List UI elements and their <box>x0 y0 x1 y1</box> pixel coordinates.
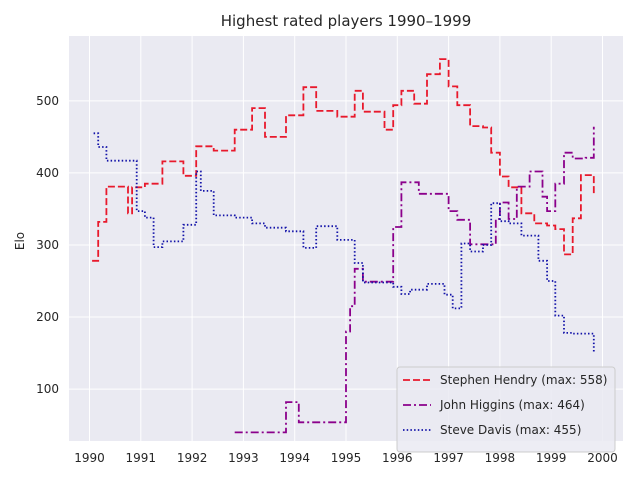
y-axis-label: Elo <box>13 232 27 250</box>
y-tick-label: 200 <box>36 310 59 324</box>
x-tick-label: 1998 <box>485 451 516 465</box>
legend-label-1: John Higgins (max: 464) <box>439 398 585 412</box>
legend-box <box>396 366 616 453</box>
x-tick-label: 1991 <box>126 451 157 465</box>
x-tick-label: 1994 <box>279 451 310 465</box>
legend-label-2: Steve Davis (max: 455) <box>440 423 581 437</box>
x-tick-label: 2000 <box>587 451 618 465</box>
x-axis-ticks: 1990 1991 1992 1993 1994 1995 1996 1997 1998 1999… <box>74 451 618 465</box>
x-tick-label: 1999 <box>536 451 567 465</box>
legend: Stephen Hendry (max: 558) John Higgins (m… <box>396 366 616 453</box>
x-tick-label: 1997 <box>433 451 464 465</box>
series-line-1 <box>234 126 595 434</box>
y-tick-label: 300 <box>36 238 59 252</box>
x-tick-label: 1992 <box>177 451 208 465</box>
y-tick-label: 400 <box>36 166 59 180</box>
x-tick-label: 1990 <box>74 451 105 465</box>
series-lines <box>92 58 595 434</box>
y-tick-label: 100 <box>36 382 59 396</box>
y-tick-label: 500 <box>36 94 59 108</box>
x-tick-label: 1996 <box>382 451 413 465</box>
x-tick-label: 1995 <box>331 451 362 465</box>
y-axis-ticks: 100 200 300 400 500 <box>36 94 59 396</box>
legend-label-0: Stephen Hendry (max: 558) <box>440 373 607 387</box>
x-tick-label: 1993 <box>228 451 259 465</box>
chart-title: Highest rated players 1990–1999 <box>221 12 472 30</box>
series-line-0 <box>92 58 595 262</box>
